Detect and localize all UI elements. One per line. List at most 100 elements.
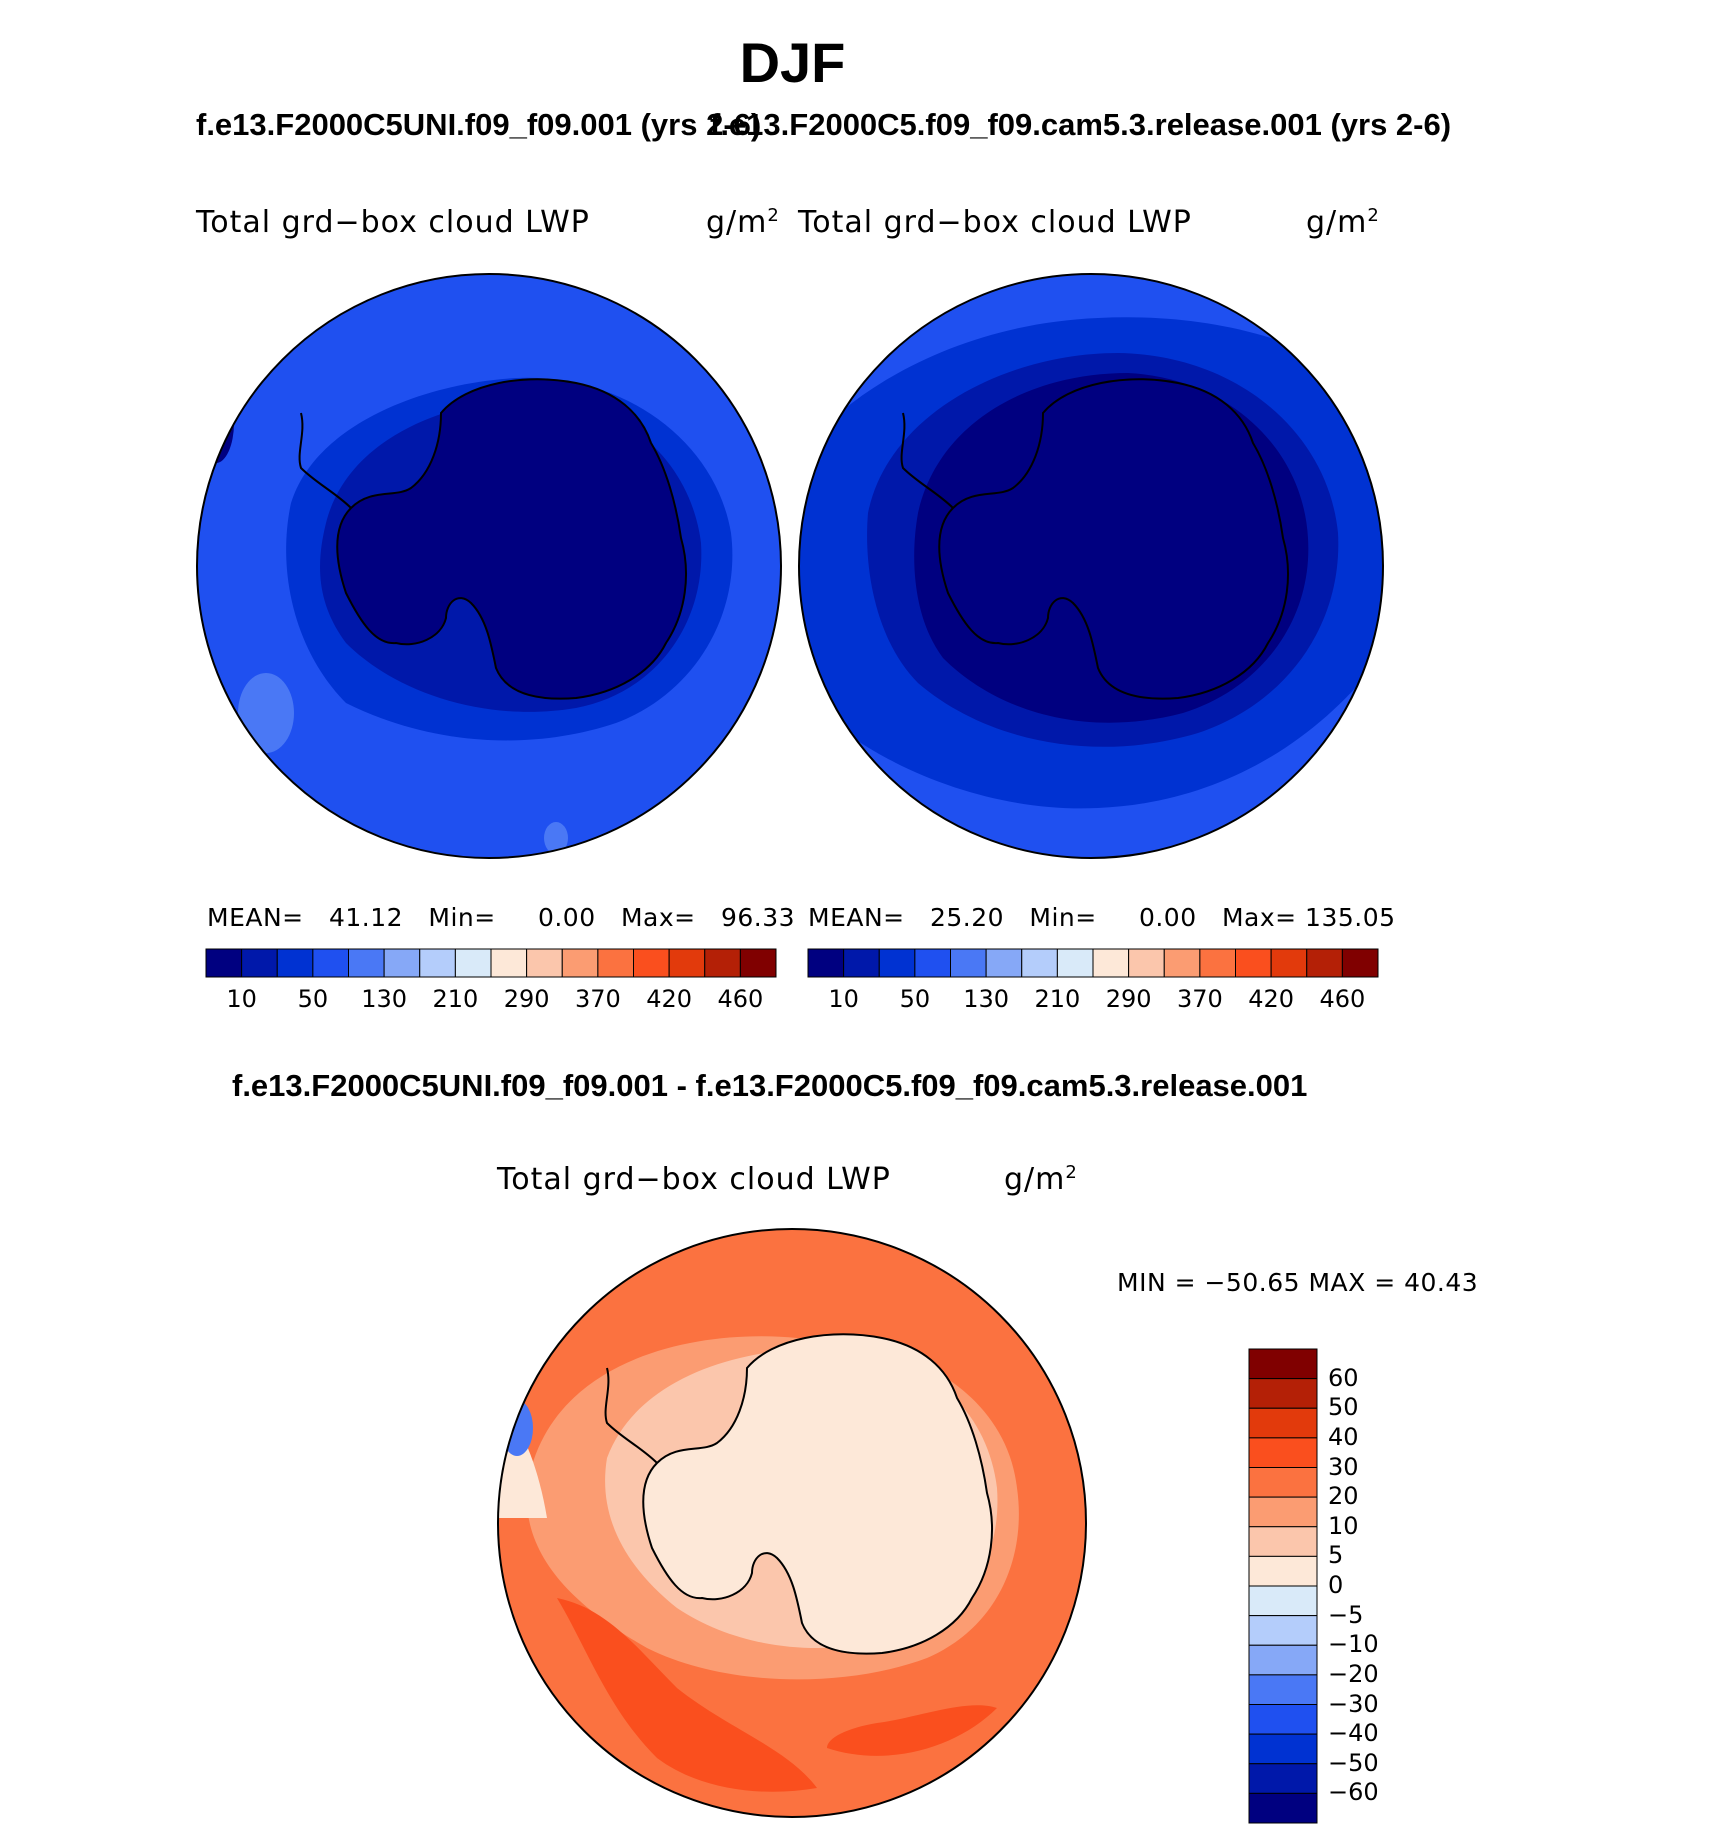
diff-colorbar-box	[1248, 1733, 1318, 1765]
diff-polar-map	[497, 1228, 1087, 1818]
panel-1-colorbar-box	[419, 948, 456, 978]
panel-1-colorbar-box	[454, 948, 492, 978]
diff-colorbar-box	[1248, 1407, 1318, 1439]
case-a-title: f.e13.F2000C5UNI.f09_f09.001 (yrs 2-6)	[196, 107, 762, 142]
panel-2-colorbar-tick-label: 420	[1248, 985, 1295, 1013]
diff-colorbar-labels: 60 50 40 30 20 10 5 0 −5 −10 −20 −30 −40 −50 −60	[1328, 1348, 1418, 1824]
diff-colorbar-tick-label: −30	[1328, 1689, 1379, 1718]
panel-1-field-patch-3	[198, 383, 234, 463]
diff-peninsula	[604, 1367, 658, 1464]
panel-1-colorbar-box	[383, 948, 421, 978]
panel-2-colorbar-box	[1235, 948, 1272, 978]
panel-2-colorbar-labels: 10 50 130 210 290 370 420 460	[808, 985, 1378, 1015]
diff-colorbar-box	[1248, 1348, 1318, 1380]
panel-1-colorbar-box	[526, 948, 563, 978]
panel-2-field-band-2	[799, 653, 1383, 858]
panel-2-map-border	[798, 273, 1384, 859]
panel-1-colorbar-tick-label: 50	[297, 985, 329, 1013]
diff-title: f.e13.F2000C5UNI.f09_f09.001 - f.e13.F20…	[232, 1068, 1308, 1103]
diff-colorbar-box	[1248, 1467, 1318, 1498]
panel-1-colorbar-tick-label: 210	[432, 985, 479, 1013]
panel-1-colorbar-tick-label: 10	[226, 985, 257, 1013]
panel-2-colorbar-tick-label: 130	[963, 985, 1010, 1013]
diff-colorbar-tick-label: −60	[1328, 1778, 1379, 1807]
diff-colorbar-box	[1248, 1526, 1318, 1557]
diff-colorbar-tick-label: −40	[1328, 1719, 1379, 1748]
panel-2-peninsula	[900, 412, 954, 509]
diff-colorbar-box	[1248, 1674, 1318, 1705]
panel-2-colorbar-tick-label: 50	[899, 985, 931, 1013]
panel-2-colorbar-tick-label: 460	[1319, 985, 1366, 1013]
panel-1-field-patch-2	[544, 822, 568, 854]
panel-2-colorbar-box	[1270, 948, 1308, 978]
panel-2-field-band	[799, 274, 1383, 453]
diff-variable: Total grd−box cloud LWP	[497, 1162, 891, 1197]
panel-1-antarctica	[336, 378, 687, 700]
panel-1-polar-map	[196, 273, 782, 859]
panel-1-colorbar-tick-label: 290	[503, 985, 550, 1013]
panel-1-variable: Total grd−box cloud LWP	[196, 205, 590, 240]
figure-title: DJF	[739, 31, 846, 94]
diff-map-border	[497, 1228, 1087, 1818]
diff-colorbar-box	[1248, 1585, 1318, 1617]
panel-2-colorbar-box	[1056, 948, 1094, 978]
diff-colorbar-box	[1248, 1704, 1318, 1735]
diff-colorbar-tick-label: 10	[1328, 1511, 1359, 1540]
diff-colorbar-tick-label: −50	[1328, 1748, 1379, 1777]
diff-colorbar-tick-label: 0	[1328, 1571, 1344, 1599]
panel-1-colorbar	[205, 948, 777, 978]
panel-2-colorbar-tick-label: 370	[1176, 985, 1223, 1013]
panel-2-polar-map	[798, 273, 1384, 859]
panel-2-colorbar-box	[1092, 948, 1130, 978]
diff-colorbar-tick-label: 20	[1328, 1482, 1359, 1511]
panel-1-colorbar-box	[348, 948, 385, 978]
diff-colorbar-tick-label: 5	[1328, 1541, 1344, 1570]
panel-1-colorbar-box	[597, 948, 634, 978]
panel-1-peninsula	[298, 412, 352, 509]
panel-2-colorbar-box	[807, 948, 845, 978]
panel-2-colorbar-box	[1306, 948, 1343, 978]
panel-2-colorbar-box	[1021, 948, 1058, 978]
diff-units: g/m2	[1004, 1162, 1078, 1197]
panel-1-colorbar-box	[739, 948, 777, 978]
panel-1-stats: MEAN= 41.12 Min= 0.00 Max= 96.33	[207, 903, 796, 932]
diff-colorbar-tick-label: −5	[1328, 1600, 1364, 1629]
diff-field-strong-2	[827, 1705, 997, 1756]
panel-1-units: g/m2	[706, 205, 780, 240]
diff-colorbar-box	[1248, 1792, 1318, 1824]
diff-colorbar-box	[1248, 1615, 1318, 1646]
panel-1-colorbar-box	[205, 948, 243, 978]
diff-colorbar-tick-label: 40	[1328, 1422, 1359, 1451]
diff-colorbar-box	[1248, 1555, 1318, 1587]
panel-2-colorbar-box	[843, 948, 880, 978]
diff-colorbar-box	[1248, 1496, 1318, 1528]
panel-2-colorbar-tick-label: 210	[1034, 985, 1081, 1013]
panel-1-colorbar-labels: 10 50 130 210 290 370 420 460	[206, 985, 776, 1015]
panel-1-colorbar-box	[276, 948, 314, 978]
panel-2-colorbar	[807, 948, 1379, 978]
diff-colorbar-tick-label: 60	[1328, 1363, 1359, 1392]
diff-colorbar-box	[1248, 1763, 1318, 1794]
panel-1-colorbar-tick-label: 460	[717, 985, 764, 1013]
panel-2-units: g/m2	[1306, 205, 1380, 240]
panel-2-colorbar-box	[878, 948, 916, 978]
panel-2-colorbar-box	[1199, 948, 1236, 978]
panel-2-colorbar-box	[914, 948, 951, 978]
diff-field-blue-patch	[501, 1400, 533, 1456]
diff-colorbar-tick-label: 50	[1328, 1393, 1359, 1422]
diff-minmax: MIN = −50.65 MAX = 40.43	[1117, 1268, 1479, 1297]
panel-1-colorbar-box	[312, 948, 349, 978]
panel-1-colorbar-box	[490, 948, 528, 978]
panel-1-colorbar-box	[633, 948, 670, 978]
panel-1-colorbar-tick-label: 130	[361, 985, 408, 1013]
panel-1-colorbar-box	[561, 948, 599, 978]
panel-2-colorbar-tick-label: 10	[828, 985, 859, 1013]
case-b-title: f.e13.F2000C5.f09_f09.cam5.3.release.001…	[710, 107, 1452, 142]
diff-colorbar-box	[1248, 1437, 1318, 1468]
panel-2-variable: Total grd−box cloud LWP	[798, 205, 1192, 240]
diff-field-strong-1	[557, 1598, 817, 1792]
diff-colorbar-tick-label: 30	[1328, 1452, 1359, 1481]
diff-colorbar-box	[1248, 1644, 1318, 1676]
diff-colorbar-tick-label: −20	[1328, 1659, 1379, 1688]
diff-antarctica	[642, 1333, 993, 1655]
